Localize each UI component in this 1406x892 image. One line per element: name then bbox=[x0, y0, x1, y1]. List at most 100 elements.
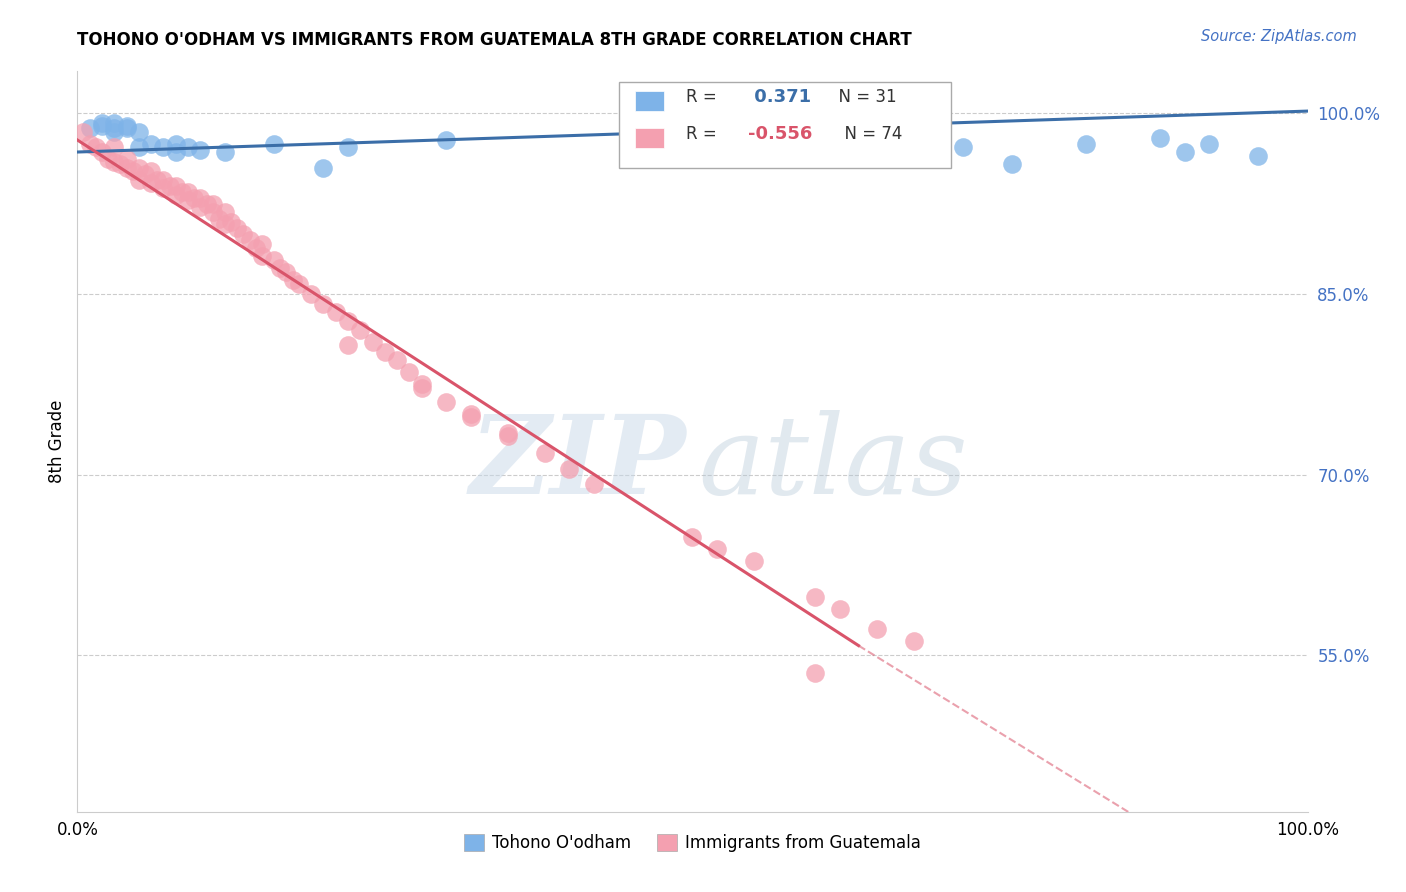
Point bbox=[299, 287, 322, 301]
Point bbox=[214, 145, 236, 159]
Point bbox=[804, 666, 827, 681]
Legend: Tohono O'odham, Immigrants from Guatemala: Tohono O'odham, Immigrants from Guatemal… bbox=[457, 828, 928, 859]
Point bbox=[337, 337, 360, 351]
Point bbox=[226, 220, 249, 235]
Point bbox=[232, 227, 254, 241]
Point bbox=[385, 353, 409, 368]
Point bbox=[188, 201, 212, 215]
Point bbox=[79, 136, 101, 151]
Point bbox=[159, 178, 181, 193]
Point bbox=[281, 272, 304, 286]
Point bbox=[90, 116, 114, 130]
Point bbox=[177, 185, 200, 199]
Point bbox=[1076, 136, 1098, 151]
Point bbox=[128, 140, 150, 154]
Point bbox=[1149, 130, 1171, 145]
Point bbox=[534, 446, 557, 460]
Point bbox=[214, 205, 236, 219]
Point bbox=[128, 124, 150, 138]
Point bbox=[103, 116, 125, 130]
Point bbox=[263, 136, 285, 151]
Text: -0.556: -0.556 bbox=[748, 125, 813, 144]
Point bbox=[103, 154, 125, 169]
Point bbox=[201, 196, 224, 211]
Point bbox=[152, 181, 174, 195]
Point bbox=[398, 365, 420, 379]
Point bbox=[361, 335, 384, 350]
Point bbox=[436, 395, 458, 409]
Point bbox=[152, 172, 174, 186]
Point bbox=[170, 185, 193, 199]
Point bbox=[214, 217, 236, 231]
Point bbox=[128, 161, 150, 175]
Text: Source: ZipAtlas.com: Source: ZipAtlas.com bbox=[1201, 29, 1357, 44]
Point bbox=[1001, 157, 1024, 171]
Point bbox=[325, 305, 347, 319]
Point bbox=[496, 425, 519, 440]
Point bbox=[219, 215, 242, 229]
Point bbox=[706, 542, 728, 557]
Point bbox=[312, 296, 335, 310]
Point bbox=[337, 313, 360, 327]
Point bbox=[496, 429, 519, 443]
Y-axis label: 8th Grade: 8th Grade bbox=[48, 400, 66, 483]
Point bbox=[1198, 136, 1220, 151]
Point bbox=[263, 253, 285, 268]
Text: ZIP: ZIP bbox=[470, 410, 686, 517]
Point bbox=[152, 140, 174, 154]
Text: 0.371: 0.371 bbox=[748, 88, 811, 106]
Point bbox=[201, 205, 224, 219]
Point bbox=[269, 260, 291, 275]
Point bbox=[208, 212, 231, 227]
Point bbox=[682, 530, 704, 544]
Point bbox=[103, 120, 125, 135]
Point bbox=[177, 140, 200, 154]
FancyBboxPatch shape bbox=[634, 91, 664, 111]
Point bbox=[79, 120, 101, 135]
Point bbox=[890, 145, 912, 159]
Point bbox=[141, 164, 163, 178]
Point bbox=[84, 140, 107, 154]
Point bbox=[436, 133, 458, 147]
Point bbox=[374, 344, 396, 359]
Point bbox=[558, 461, 581, 475]
Point bbox=[742, 145, 765, 159]
Point bbox=[903, 633, 925, 648]
Point bbox=[195, 196, 218, 211]
Point bbox=[288, 277, 311, 292]
Point bbox=[90, 145, 114, 159]
Point bbox=[72, 124, 94, 138]
Point bbox=[239, 233, 262, 247]
Point bbox=[1247, 148, 1270, 162]
Point bbox=[97, 153, 120, 167]
Point bbox=[121, 164, 143, 178]
Point bbox=[115, 119, 138, 133]
Point bbox=[276, 265, 298, 279]
Point bbox=[312, 161, 335, 175]
Text: N = 74: N = 74 bbox=[834, 125, 903, 144]
Text: R =: R = bbox=[686, 125, 723, 144]
Point bbox=[115, 161, 138, 175]
Point bbox=[460, 408, 482, 422]
Point bbox=[115, 153, 138, 167]
Point bbox=[110, 157, 132, 171]
Point bbox=[134, 167, 156, 181]
Point bbox=[115, 120, 138, 135]
Point bbox=[165, 188, 187, 202]
Point bbox=[952, 140, 974, 154]
Point bbox=[141, 136, 163, 151]
Point bbox=[188, 143, 212, 157]
Text: N = 31: N = 31 bbox=[828, 88, 897, 106]
Point bbox=[103, 140, 125, 154]
Point bbox=[165, 178, 187, 193]
Point bbox=[804, 591, 827, 605]
Point bbox=[866, 622, 889, 636]
Point bbox=[250, 236, 273, 251]
Point bbox=[188, 191, 212, 205]
FancyBboxPatch shape bbox=[619, 82, 950, 168]
Text: TOHONO O'ODHAM VS IMMIGRANTS FROM GUATEMALA 8TH GRADE CORRELATION CHART: TOHONO O'ODHAM VS IMMIGRANTS FROM GUATEM… bbox=[77, 31, 912, 49]
Point bbox=[250, 248, 273, 262]
Point bbox=[349, 323, 371, 337]
Point bbox=[411, 377, 433, 392]
Point bbox=[141, 177, 163, 191]
